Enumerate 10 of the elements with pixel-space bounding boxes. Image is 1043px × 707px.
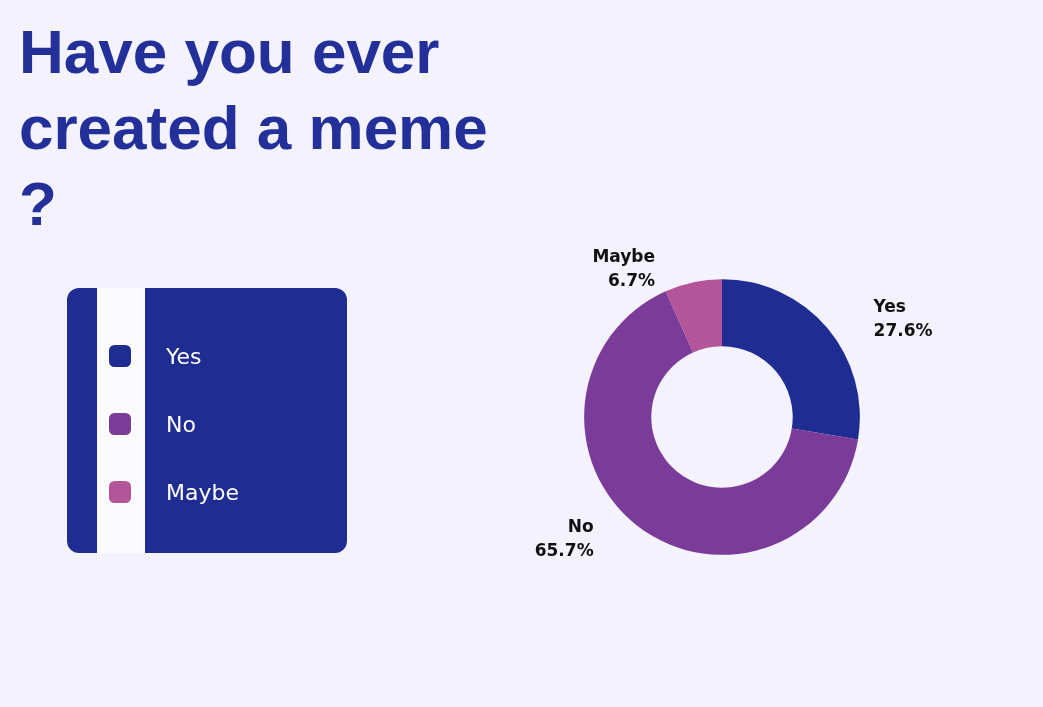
data-label: 65.7% <box>534 540 594 561</box>
legend-label: No <box>166 411 196 437</box>
data-label: 27.6% <box>873 320 933 341</box>
slice-label: No <box>567 516 594 537</box>
data-label: 6.7% <box>607 269 656 290</box>
slice-label: Maybe <box>592 245 656 266</box>
legend-label: Yes <box>165 343 202 369</box>
chart-title: Have you ever created a meme? <box>19 16 488 238</box>
slice-label: Yes <box>872 296 906 317</box>
legend-label: Maybe <box>166 479 239 505</box>
